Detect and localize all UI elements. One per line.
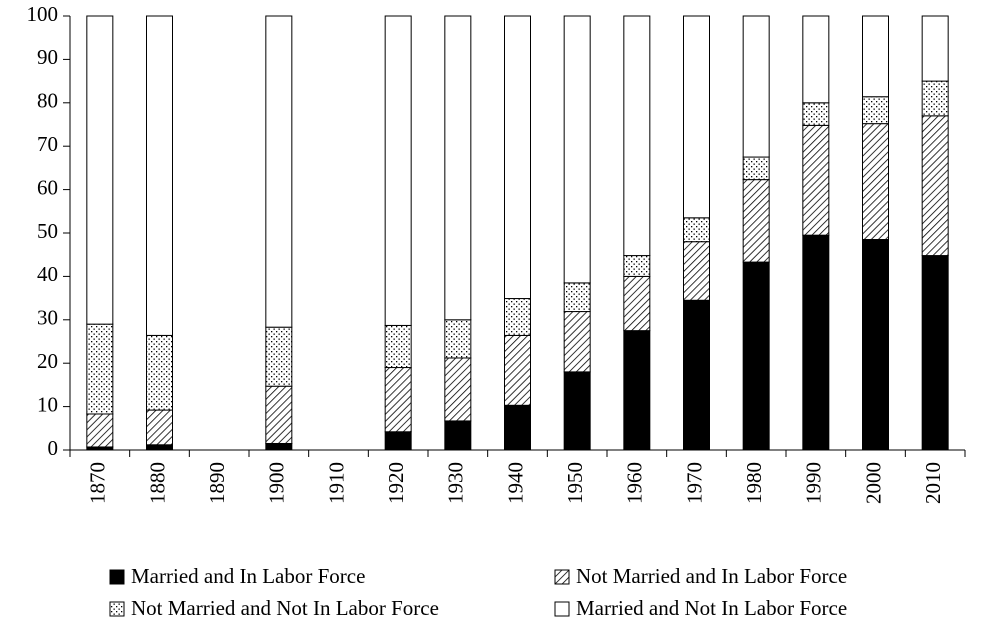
y-tick-label: 40 — [37, 262, 58, 286]
x-tick-label: 1950 — [563, 462, 587, 504]
x-tick-label: 1920 — [384, 462, 408, 504]
y-tick-label: 90 — [37, 45, 58, 69]
bar-segment — [444, 15, 472, 321]
y-tick-label: 30 — [37, 306, 58, 330]
x-tick-label: 1910 — [324, 462, 348, 504]
legend-swatch — [109, 601, 125, 617]
axes: 0 10 20 30 40 50 60 70 80 90 100 1870 1880 1890 1900 19… — [27, 2, 966, 504]
bar-segment — [742, 261, 770, 451]
plot — [86, 15, 949, 451]
bar-segment — [265, 442, 293, 451]
bar-segment — [504, 15, 531, 300]
x-tick-label: 1960 — [623, 462, 647, 504]
x-tick-label: 1890 — [205, 462, 229, 504]
bar-segment — [265, 15, 293, 328]
bar-segment — [623, 15, 651, 257]
x-tick-label: 1990 — [802, 462, 826, 504]
bar-segment — [86, 413, 114, 448]
bar-segment — [146, 409, 173, 446]
bar-segment — [802, 124, 830, 236]
legend: Married and In Labor Force Not Married an… — [109, 564, 847, 620]
bar-segment — [384, 431, 412, 451]
bar-segment — [862, 123, 889, 241]
y-tick-label: 100 — [27, 2, 59, 26]
bar-segment — [623, 330, 651, 451]
y-tick-label: 0 — [48, 436, 59, 460]
y-tick-label: 50 — [37, 219, 58, 243]
bar-segment — [563, 282, 591, 313]
bar-segment — [384, 324, 412, 369]
x-tick-label: 1930 — [444, 462, 468, 504]
bar-segment — [444, 319, 472, 359]
bar-segment — [146, 15, 173, 336]
bar-segment — [623, 275, 651, 332]
bar-segment — [921, 15, 949, 82]
bar-segment — [563, 311, 591, 373]
legend-label: Not Married and In Labor Force — [576, 564, 847, 588]
bar-segment — [384, 367, 412, 433]
y-tick-label: 10 — [37, 392, 58, 416]
y-tick-label: 60 — [37, 175, 58, 199]
y-tick-label: 80 — [37, 89, 58, 113]
x-tick-label: 1870 — [86, 462, 110, 504]
bar-segment — [921, 255, 949, 451]
legend-swatch — [109, 569, 125, 585]
bar-segment — [265, 326, 293, 387]
x-tick-label: 1970 — [682, 462, 706, 504]
bar-segment — [683, 15, 710, 219]
bar-segment — [563, 15, 591, 284]
bar-segment — [862, 96, 889, 125]
bar-segment — [683, 217, 710, 243]
bar-segment — [921, 115, 949, 257]
y-tick-label: 20 — [37, 349, 58, 373]
legend-label: Married and Not In Labor Force — [576, 596, 847, 620]
bar-segment — [146, 334, 173, 411]
bar-segment — [742, 179, 770, 263]
x-tick-label: 1940 — [503, 462, 527, 504]
bar-segment — [86, 15, 114, 325]
bar-segment — [683, 241, 710, 301]
bar-segment — [862, 239, 889, 451]
bar-segment — [563, 371, 591, 451]
bar-segment — [265, 385, 293, 444]
x-tick-label: 1980 — [742, 462, 766, 504]
bar-segment — [683, 299, 710, 451]
bar-segment — [862, 15, 889, 98]
x-tick-label: 2010 — [921, 462, 945, 504]
x-tick-label: 2000 — [861, 462, 885, 504]
legend-label: Married and In Labor Force — [131, 564, 365, 588]
bar-segment — [444, 357, 472, 422]
legend-label: Not Married and Not In Labor Force — [131, 596, 439, 620]
bar-segment — [623, 255, 651, 277]
y-tick-label: 70 — [37, 132, 58, 156]
legend-swatch — [554, 601, 570, 617]
x-tick-label: 1900 — [265, 462, 289, 504]
bar-segment — [504, 298, 531, 336]
bar-segment — [504, 404, 531, 451]
bar-segment — [444, 420, 472, 451]
bar-segment — [146, 444, 173, 451]
bar-segment — [921, 80, 949, 117]
bar-segment — [802, 234, 830, 451]
bar-segment — [802, 15, 830, 104]
bar-segment — [742, 156, 770, 181]
bar-segment — [86, 323, 114, 415]
bar-segment — [384, 15, 412, 326]
x-tick-label: 1880 — [145, 462, 169, 504]
bar-segment — [742, 15, 770, 158]
bar-segment — [802, 102, 830, 126]
bar-segment — [504, 334, 531, 406]
legend-swatch — [554, 569, 570, 585]
